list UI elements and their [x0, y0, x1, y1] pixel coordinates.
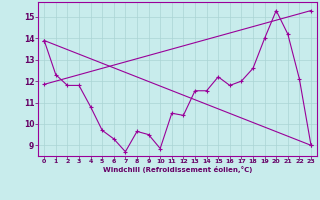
X-axis label: Windchill (Refroidissement éolien,°C): Windchill (Refroidissement éolien,°C) [103, 166, 252, 173]
